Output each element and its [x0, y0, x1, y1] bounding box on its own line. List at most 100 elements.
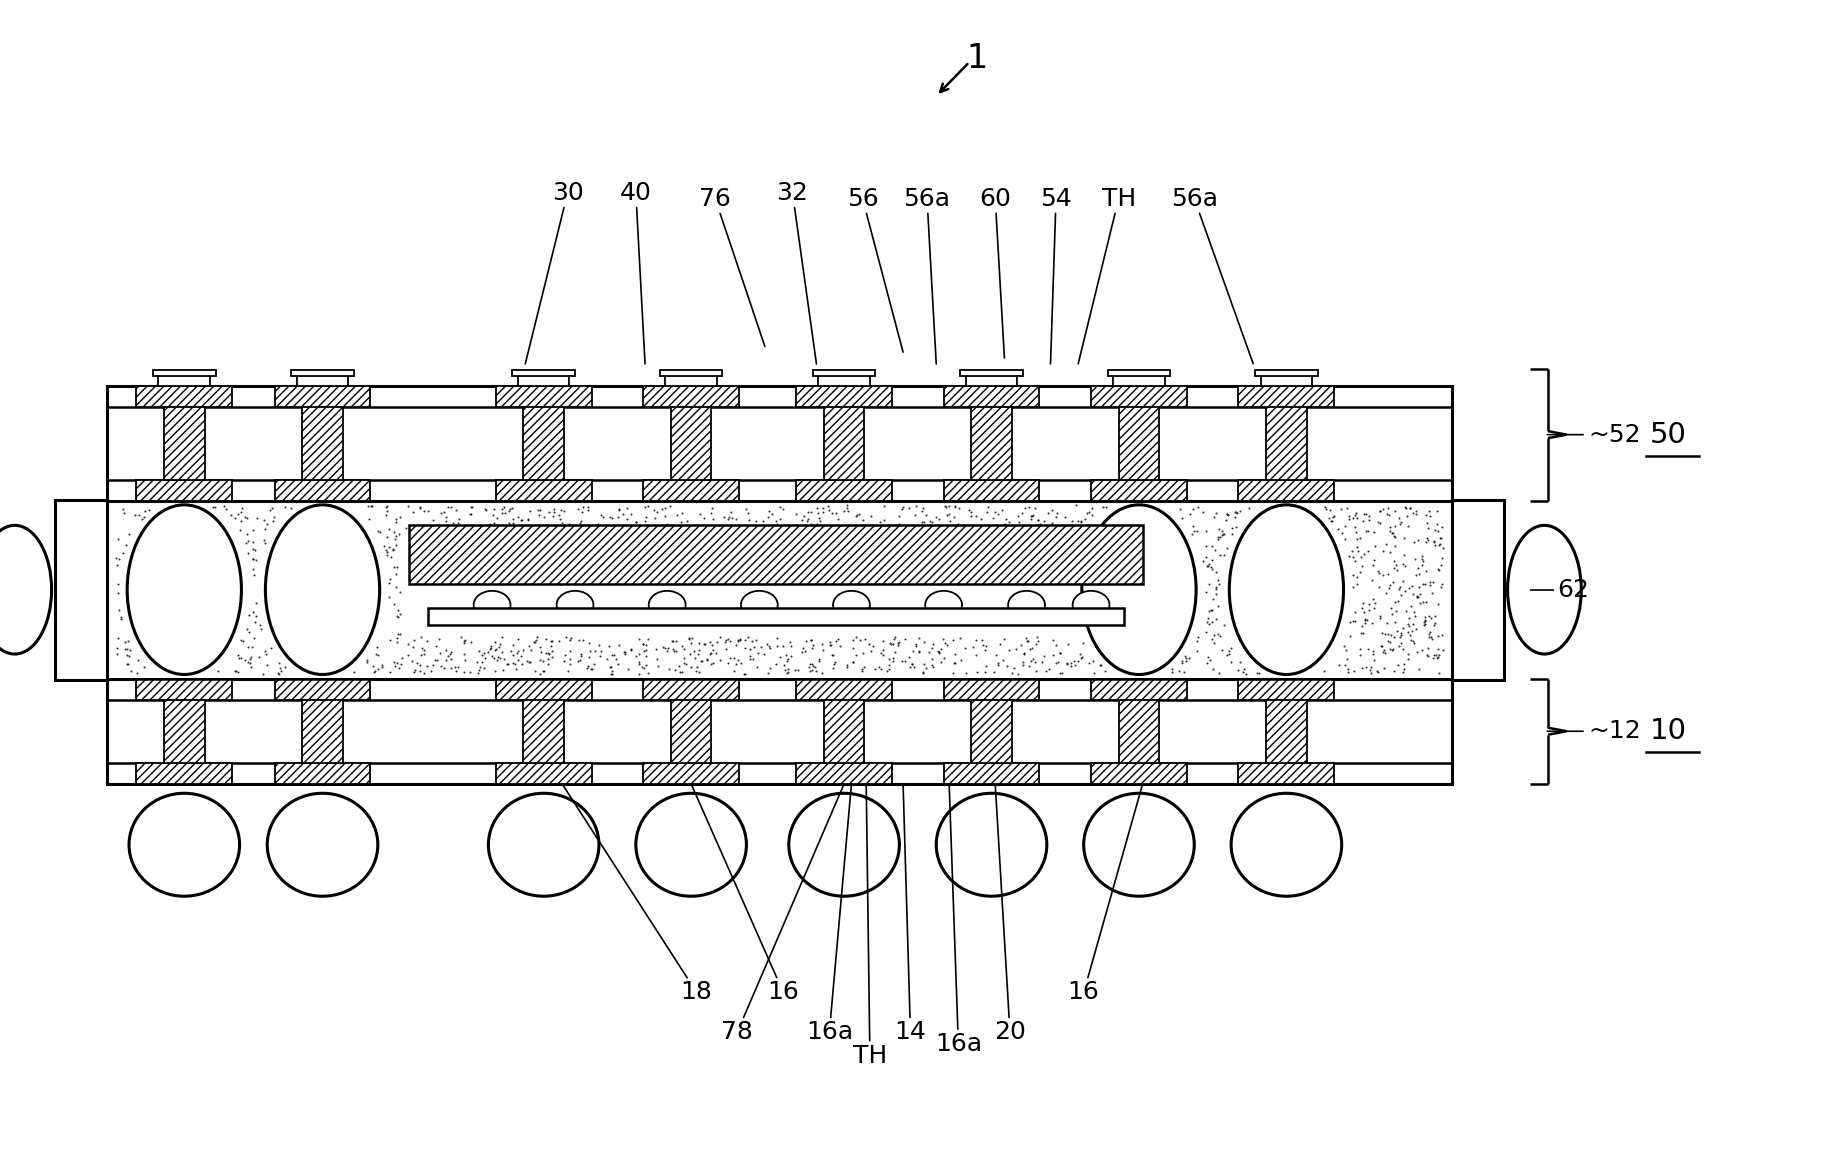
Point — [612, 498, 641, 517]
Point — [103, 550, 133, 569]
Point — [1390, 529, 1419, 548]
Point — [735, 640, 765, 659]
Point — [431, 651, 461, 669]
Point — [359, 661, 389, 680]
Point — [1380, 501, 1410, 519]
Point — [223, 504, 252, 523]
Point — [236, 653, 265, 672]
Point — [1017, 510, 1047, 529]
Text: 32: 32 — [776, 180, 816, 364]
Point — [1015, 519, 1045, 538]
Point — [444, 522, 474, 541]
Point — [805, 651, 835, 669]
Point — [652, 515, 682, 534]
Point — [429, 659, 459, 677]
Bar — [275, 480, 370, 501]
Point — [868, 641, 898, 660]
Point — [610, 644, 640, 662]
Point — [1231, 665, 1261, 683]
Point — [815, 632, 844, 651]
Point — [726, 516, 756, 535]
Point — [651, 507, 680, 525]
Point — [1320, 507, 1349, 525]
Point — [271, 658, 300, 676]
Point — [1386, 625, 1415, 644]
Point — [437, 649, 466, 668]
Point — [721, 509, 750, 528]
Point — [951, 663, 980, 682]
Point — [264, 665, 293, 683]
Point — [475, 640, 505, 659]
Point — [1202, 580, 1231, 599]
Point — [1327, 500, 1356, 518]
Point — [1316, 511, 1345, 530]
Point — [418, 656, 448, 675]
Point — [660, 519, 689, 538]
Point — [1052, 654, 1082, 673]
Point — [223, 662, 252, 681]
Point — [498, 646, 527, 665]
Point — [1023, 511, 1052, 530]
Point — [485, 649, 514, 668]
Point — [792, 511, 822, 530]
Point — [241, 550, 271, 569]
Point — [927, 517, 957, 536]
Point — [566, 645, 595, 663]
Point — [1426, 549, 1456, 567]
Ellipse shape — [1008, 591, 1045, 619]
Point — [872, 661, 901, 680]
Point — [702, 632, 732, 651]
Point — [1340, 507, 1369, 525]
Point — [960, 507, 990, 525]
Point — [734, 627, 763, 646]
Point — [1379, 551, 1408, 570]
Point — [1412, 505, 1441, 524]
Point — [807, 634, 837, 653]
Point — [376, 570, 405, 589]
Point — [667, 514, 697, 532]
Point — [874, 655, 903, 674]
Point — [503, 508, 533, 526]
Point — [1183, 641, 1213, 660]
Point — [1428, 574, 1458, 593]
Point — [1421, 536, 1450, 555]
Point — [628, 641, 658, 660]
Point — [1314, 501, 1344, 519]
Text: 1: 1 — [966, 42, 988, 75]
Point — [1397, 621, 1426, 640]
Point — [1390, 660, 1419, 679]
Point — [516, 502, 546, 521]
Point — [1375, 505, 1404, 524]
Point — [114, 525, 144, 544]
Bar — [643, 386, 739, 407]
Point — [853, 518, 883, 537]
Point — [931, 633, 960, 652]
Point — [1014, 519, 1043, 538]
Point — [947, 651, 977, 669]
Bar — [796, 679, 892, 700]
Point — [1379, 526, 1408, 545]
Point — [382, 577, 411, 596]
Point — [1397, 597, 1426, 615]
Point — [955, 501, 984, 519]
Point — [682, 658, 711, 676]
Point — [382, 536, 411, 555]
Point — [450, 631, 479, 649]
Point — [525, 638, 555, 656]
Point — [1309, 662, 1338, 681]
Point — [584, 646, 614, 665]
Point — [1189, 503, 1218, 522]
Point — [450, 662, 479, 681]
Text: 40: 40 — [619, 180, 652, 364]
Bar — [1091, 679, 1187, 700]
Point — [1403, 530, 1432, 549]
Point — [684, 645, 713, 663]
Point — [1056, 654, 1086, 673]
Point — [103, 530, 133, 549]
Point — [632, 497, 662, 516]
Point — [1200, 508, 1229, 526]
Point — [1338, 578, 1368, 597]
Point — [525, 665, 555, 683]
Bar — [960, 370, 1023, 376]
Point — [1074, 653, 1104, 672]
